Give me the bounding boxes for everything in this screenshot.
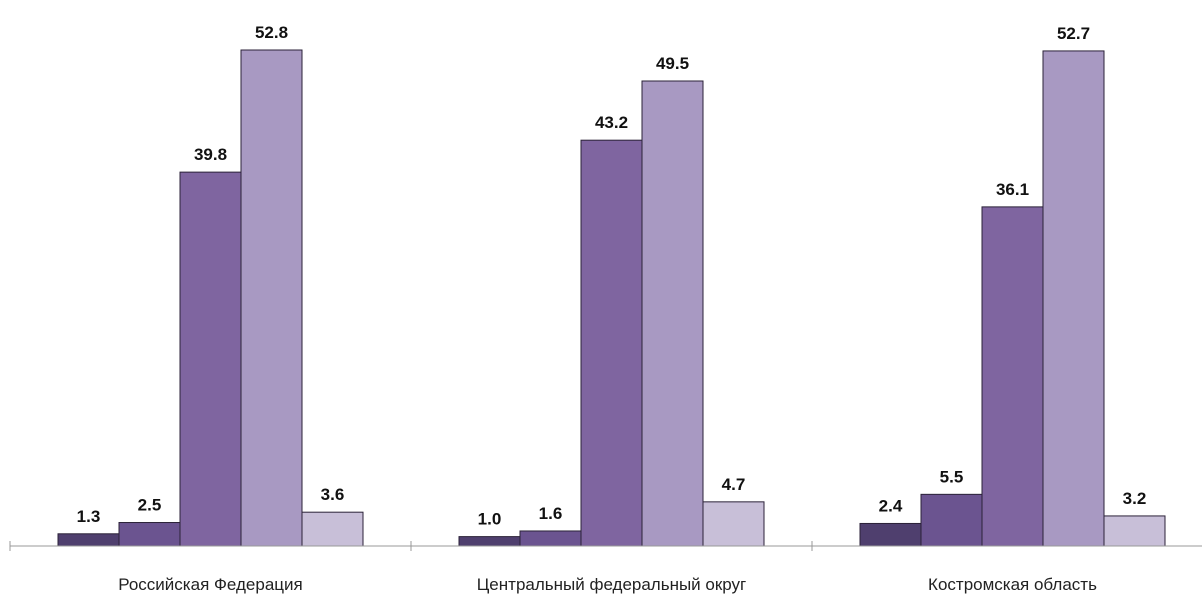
data-label: 1.6: [539, 504, 563, 523]
data-label: 3.2: [1123, 489, 1147, 508]
data-label: 52.7: [1057, 24, 1090, 43]
data-label: 39.8: [194, 145, 227, 164]
bar: [641, 80, 704, 547]
bar: [240, 49, 303, 547]
bar: [859, 522, 922, 547]
bar: [458, 536, 521, 547]
data-label: 1.0: [478, 510, 502, 529]
category-label: Российская Федерация: [118, 575, 302, 594]
bar: [179, 171, 242, 547]
bar: [301, 511, 364, 547]
data-label: 2.5: [138, 496, 162, 515]
data-label: 43.2: [595, 113, 628, 132]
data-label: 5.5: [940, 467, 964, 486]
bars-group: [57, 49, 1166, 547]
category-label: Костромская область: [928, 575, 1097, 594]
data-label: 4.7: [722, 475, 746, 494]
bar: [118, 522, 181, 547]
data-label: 1.3: [77, 507, 101, 526]
bar: [1042, 50, 1105, 547]
data-label: 52.8: [255, 23, 288, 42]
bar: [519, 530, 582, 547]
bar: [1103, 515, 1166, 547]
category-labels-group: Российская Федерация Центральный федераль…: [118, 575, 1097, 594]
bar: [57, 533, 120, 547]
data-label: 36.1: [996, 180, 1029, 199]
bar: [920, 493, 983, 547]
bar: [702, 501, 765, 547]
bar: [981, 206, 1044, 547]
data-label: 49.5: [656, 54, 689, 73]
data-label: 2.4: [879, 496, 903, 515]
data-label: 3.6: [321, 485, 345, 504]
category-label: Центральный федеральный округ: [477, 575, 747, 594]
value-labels-group: 1.3 2.5 39.8 52.8 3.6 1.0 1.6 43.2 49.5 4.7 2.4 5.5…: [77, 23, 1147, 529]
bar: [580, 139, 643, 547]
x-axis: [9, 541, 1202, 551]
